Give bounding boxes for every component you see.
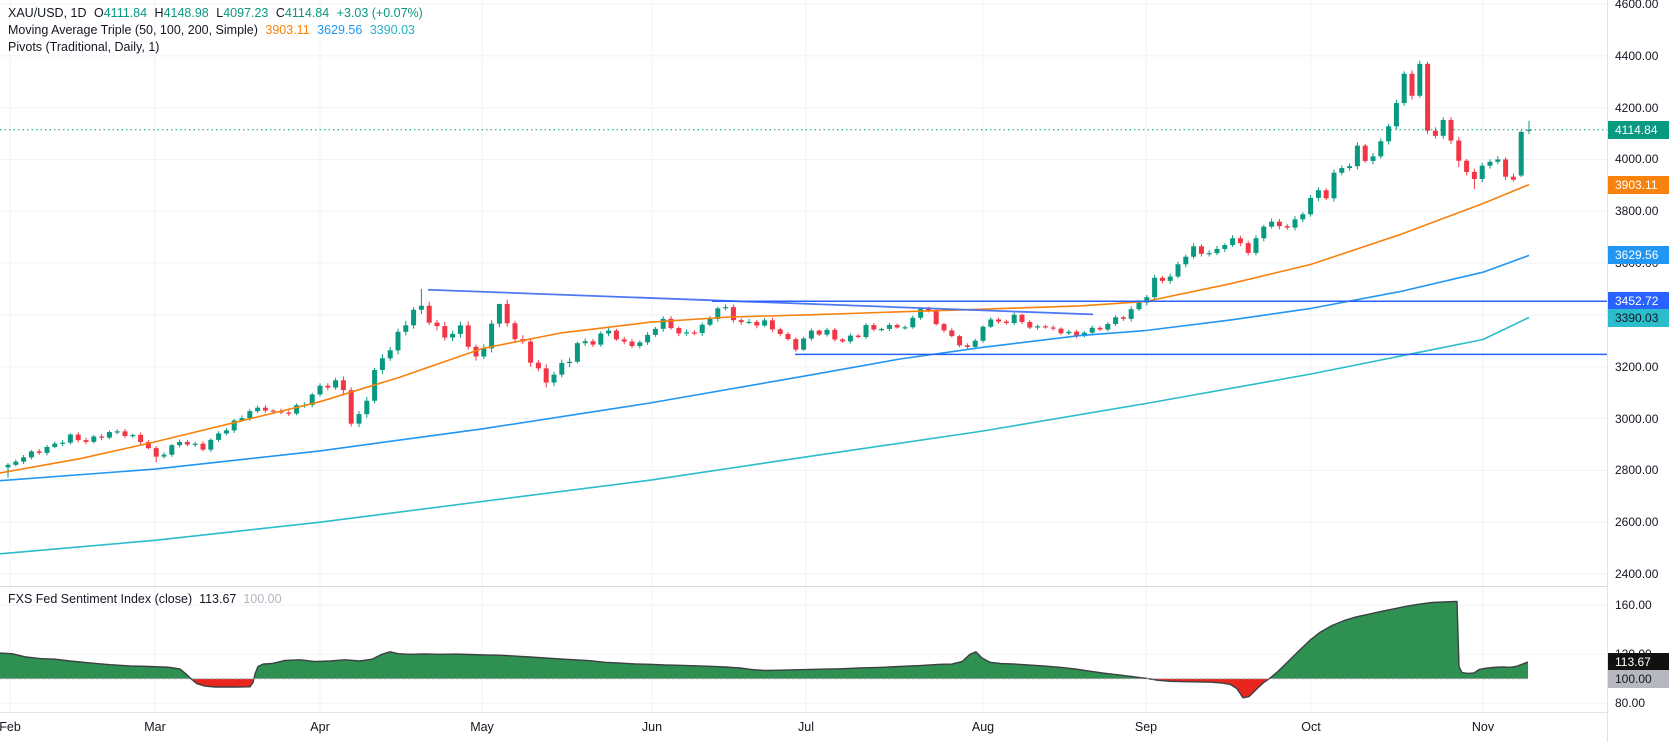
indicator-legend-row[interactable]: FXS Fed Sentiment Index (close) 113.67 1… (8, 592, 282, 606)
ma100-value: 3629.56 (317, 23, 363, 37)
indicator-value: 113.67 (199, 592, 237, 606)
price-tick-2600: 2600.00 (1615, 515, 1659, 530)
month-label-jun: Jun (641, 720, 663, 734)
ma200-value: 3390.03 (369, 23, 416, 37)
axis-badge-3629.56[interactable]: 3629.56 (1608, 246, 1669, 265)
indicator-tick-160: 160.00 (1615, 598, 1652, 613)
month-label-oct: Oct (1301, 720, 1321, 734)
close-label: C (275, 6, 285, 20)
axis-badge-3390.03[interactable]: 3390.03 (1608, 308, 1669, 327)
month-label-sep: Sep (1134, 720, 1158, 734)
month-label-may: May (470, 720, 494, 734)
chart-legend: XAU/USD, 1D O4111.84 H4148.98 L4097.23 C… (8, 5, 427, 56)
month-label-feb: Feb (0, 720, 21, 734)
indicator-base-value: 100.00 (243, 592, 282, 606)
price-tick-4600: 4600.00 (1615, 0, 1659, 11)
low-label: L (216, 6, 224, 20)
month-label-apr: Apr (310, 720, 330, 734)
descending-trendline[interactable] (427, 288, 1094, 316)
ma50-value: 3903.11 (265, 23, 310, 37)
symbol-legend-row[interactable]: XAU/USD, 1D O4111.84 H4148.98 L4097.23 C… (8, 5, 427, 22)
symbol-title: XAU/USD, 1D (8, 6, 87, 20)
close-value: 4114.84 (284, 6, 330, 20)
price-tick-3200: 3200.00 (1615, 359, 1659, 374)
price-tick-3800: 3800.00 (1615, 204, 1659, 219)
month-label-mar: Mar (144, 720, 166, 734)
ma-legend-row[interactable]: Moving Average Triple (50, 100, 200, Sim… (8, 22, 427, 39)
month-label-nov: Nov (1471, 720, 1495, 734)
ma200-line[interactable] (0, 316, 1530, 555)
month-label-jul: Jul (798, 720, 814, 734)
axis-badge-3903.11[interactable]: 3903.11 (1608, 175, 1669, 194)
ma50-line[interactable] (0, 183, 1530, 474)
pivots-legend-row[interactable]: Pivots (Traditional, Daily, 1) (8, 39, 427, 56)
price-tick-4000: 4000.00 (1615, 152, 1659, 167)
low-value: 4097.23 (223, 6, 269, 20)
price-chart-canvas[interactable] (0, 0, 1607, 712)
axis-badge-113.67[interactable]: 113.67 (1608, 653, 1669, 672)
change-value: +3.03 (+0.07%) (336, 6, 423, 20)
price-tick-2400: 2400.00 (1615, 567, 1659, 582)
sentiment-area-negative (0, 678, 1528, 698)
indicator-title: FXS Fed Sentiment Index (close) (8, 592, 193, 606)
sentiment-line[interactable] (0, 600, 1529, 699)
candlestick-series (5, 60, 1532, 478)
price-tick-4200: 4200.00 (1615, 100, 1659, 115)
high-label: H (154, 6, 164, 20)
pivots-title: Pivots (Traditional, Daily, 1) (8, 40, 160, 54)
open-value: 4111.84 (103, 6, 148, 20)
high-value: 4148.98 (163, 6, 209, 20)
price-axis[interactable]: 4600.004400.004200.004000.003800.003600.… (1607, 0, 1670, 742)
indicator-tick-80: 80.00 (1615, 696, 1646, 711)
price-tick-3000: 3000.00 (1615, 411, 1659, 426)
open-label: O (93, 6, 104, 20)
axis-badge-100.00[interactable]: 100.00 (1608, 669, 1669, 688)
sentiment-area-positive (0, 601, 1528, 679)
pane-divider[interactable] (0, 586, 1670, 587)
time-axis[interactable]: Feb Mar Apr May Jun Jul Aug Sep Oct Nov (0, 712, 1670, 742)
price-tick-4400: 4400.00 (1615, 48, 1659, 63)
ma-title: Moving Average Triple (50, 100, 200, Sim… (8, 23, 258, 37)
axis-badge-3452.72[interactable]: 3452.72 (1608, 292, 1669, 311)
axis-badge-4114.84[interactable]: 4114.84 (1608, 120, 1669, 139)
ma100-line[interactable] (0, 254, 1530, 482)
month-label-aug: Aug (971, 720, 995, 734)
price-tick-2800: 2800.00 (1615, 463, 1659, 478)
